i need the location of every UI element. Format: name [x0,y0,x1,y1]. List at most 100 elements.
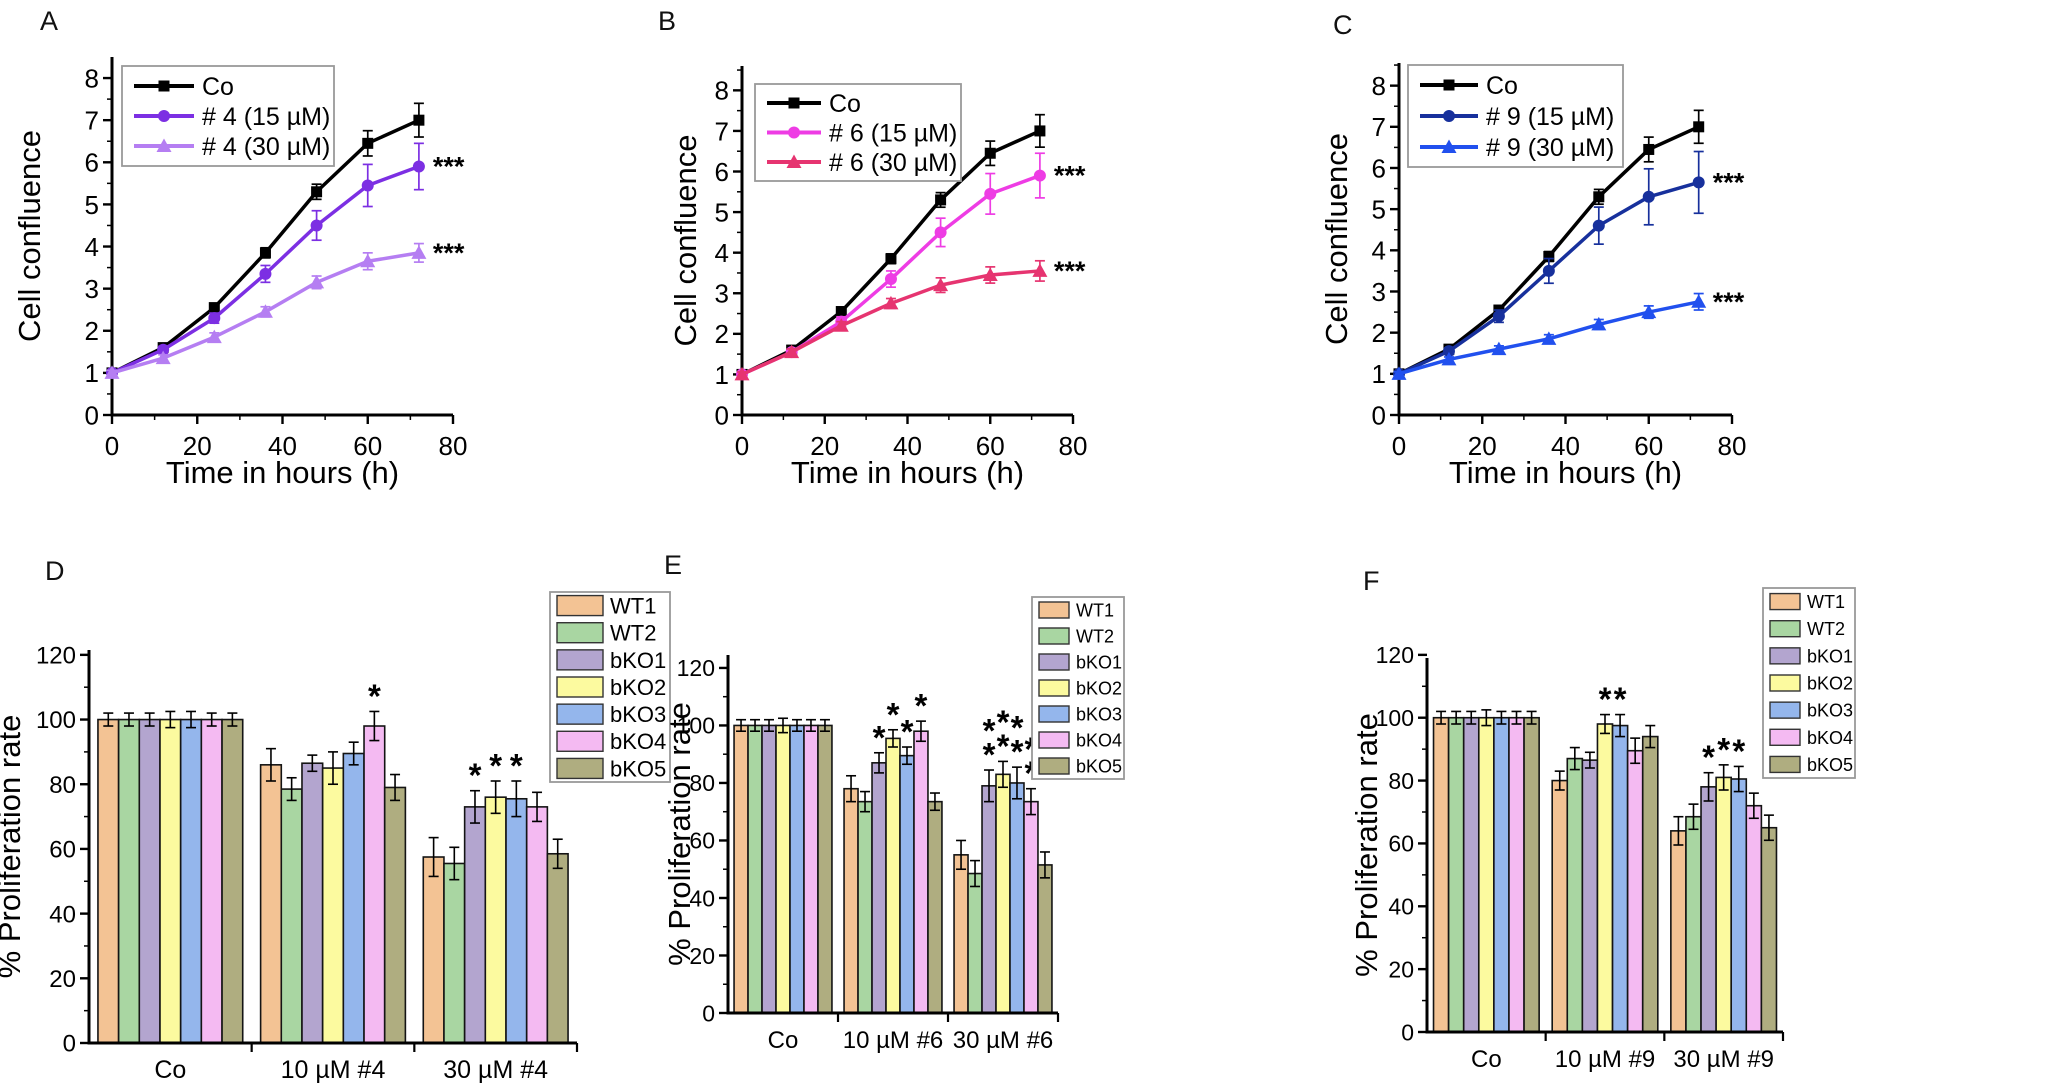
svg-text:# 4 (15 µM): # 4 (15 µM) [202,103,330,131]
y-axis-title: % Proliferation rate [1349,713,1384,977]
svg-text:0: 0 [1372,400,1386,430]
significance-star: * [887,696,900,733]
y-axis: 0 1 2 3 4 5 6 7 8 Cell confluence [1319,64,1399,430]
significance-stars: *** [1054,161,1086,191]
svg-text:40: 40 [689,885,715,911]
significance-star: * [1702,739,1715,776]
y-axis: 0 1 2 3 4 5 6 7 8 Cell confluence [12,63,112,430]
panel-c-label: C [1333,10,1353,40]
svg-text:20: 20 [689,943,715,969]
svg-text:60: 60 [49,837,76,864]
svg-text:6: 6 [1372,153,1386,183]
svg-text:# 9 (15 µM): # 9 (15 µM) [1486,103,1614,131]
svg-text:60: 60 [976,431,1005,461]
significance-star: * [1599,681,1612,718]
svg-text:10 µM #4: 10 µM #4 [281,1056,386,1084]
svg-text:120: 120 [36,642,76,669]
svg-text:bKO1: bKO1 [1076,652,1122,672]
bars-bKO4: * [200,677,549,1044]
bars-bKO1: * [1462,710,1717,1033]
bars-bKO5 [1523,710,1778,1033]
svg-text:8: 8 [715,76,729,106]
svg-text:5: 5 [85,190,99,220]
svg-text:3: 3 [1372,277,1386,307]
significance-star: * [873,719,886,756]
svg-text:bKO5: bKO5 [1076,756,1122,776]
svg-text:5: 5 [1372,195,1386,225]
significance-star: * [1717,731,1730,768]
svg-text:bKO3: bKO3 [1076,704,1122,724]
significance-star: * [489,747,502,784]
y-axis: 0 20 40 60 80 100 120 % Proliferation rate [0,642,89,1058]
svg-text:2: 2 [1372,318,1386,348]
svg-text:bKO2: bKO2 [610,675,666,700]
svg-text:4: 4 [85,232,99,262]
y-axis-title: Cell confluence [1319,133,1354,345]
axes [1425,658,1783,1034]
svg-text:bKO1: bKO1 [1807,646,1853,666]
svg-text:100: 100 [677,713,715,739]
bars-bKO3: * [179,710,528,1044]
svg-text:20: 20 [183,431,212,461]
svg-text:40: 40 [1551,431,1580,461]
svg-text:1: 1 [715,360,729,390]
svg-text:60: 60 [689,828,715,854]
svg-text:# 6 (30 µM): # 6 (30 µM) [829,149,957,177]
svg-text:6: 6 [715,157,729,187]
significance-star: * [1614,681,1627,718]
bars-WT2 [747,718,983,1014]
bars-WT2 [1447,710,1702,1033]
svg-text:8: 8 [1372,71,1386,101]
svg-text:bKO5: bKO5 [1807,755,1853,775]
x-axis: 0 20 40 60 80 Time in hours (h) [105,415,467,490]
y-axis-title: % Proliferation rate [0,715,27,979]
svg-text:40: 40 [268,431,297,461]
svg-text:80: 80 [1388,768,1414,794]
svg-text:7: 7 [715,116,729,146]
panel-a-label: A [40,6,59,36]
svg-text:Co: Co [154,1056,186,1084]
svg-text:5: 5 [715,197,729,227]
legend: Co # 9 (15 µM) # 9 (30 µM) [1407,64,1624,168]
svg-text:WT2: WT2 [1076,626,1114,646]
bars-WT1 [733,718,969,1014]
svg-text:0: 0 [735,431,749,461]
x-axis: Co 10 µM #4 30 µM #4 [154,1043,579,1084]
svg-text:0: 0 [63,1031,76,1058]
svg-text:4: 4 [715,238,729,268]
svg-text:bKO4: bKO4 [1076,730,1122,750]
svg-text:60: 60 [1634,431,1663,461]
x-axis: Co 10 µM #9 30 µM #9 [1471,1032,1785,1073]
series-# 4 (30 µM): *** [104,238,465,379]
svg-text:Co: Co [768,1027,799,1054]
svg-text:100: 100 [36,707,76,734]
series-# 6 (30 µM): *** [734,256,1086,381]
bars-WT1 [1432,710,1687,1033]
svg-text:bKO4: bKO4 [610,729,666,754]
significance-star: * [1011,733,1024,770]
svg-text:3: 3 [715,279,729,309]
svg-text:20: 20 [810,431,839,461]
significance-star: * [368,677,381,714]
svg-text:bKO2: bKO2 [1076,678,1122,698]
svg-text:80: 80 [689,770,715,796]
svg-text:20: 20 [1388,956,1414,982]
svg-text:Co: Co [202,73,234,101]
svg-text:10 µM #6: 10 µM #6 [843,1027,944,1054]
significance-star: * [469,757,482,794]
svg-text:0: 0 [715,400,729,430]
svg-text:30 µM #6: 30 µM #6 [953,1027,1054,1054]
panel-f-label: F [1363,566,1380,596]
svg-text:bKO1: bKO1 [610,648,666,673]
svg-text:20: 20 [49,966,76,993]
svg-text:10 µM #9: 10 µM #9 [1555,1046,1656,1073]
significance-stars: *** [433,152,465,182]
bars-bKO4 [1508,710,1763,1033]
panel-e-label: E [664,550,683,580]
svg-text:1: 1 [85,358,99,388]
